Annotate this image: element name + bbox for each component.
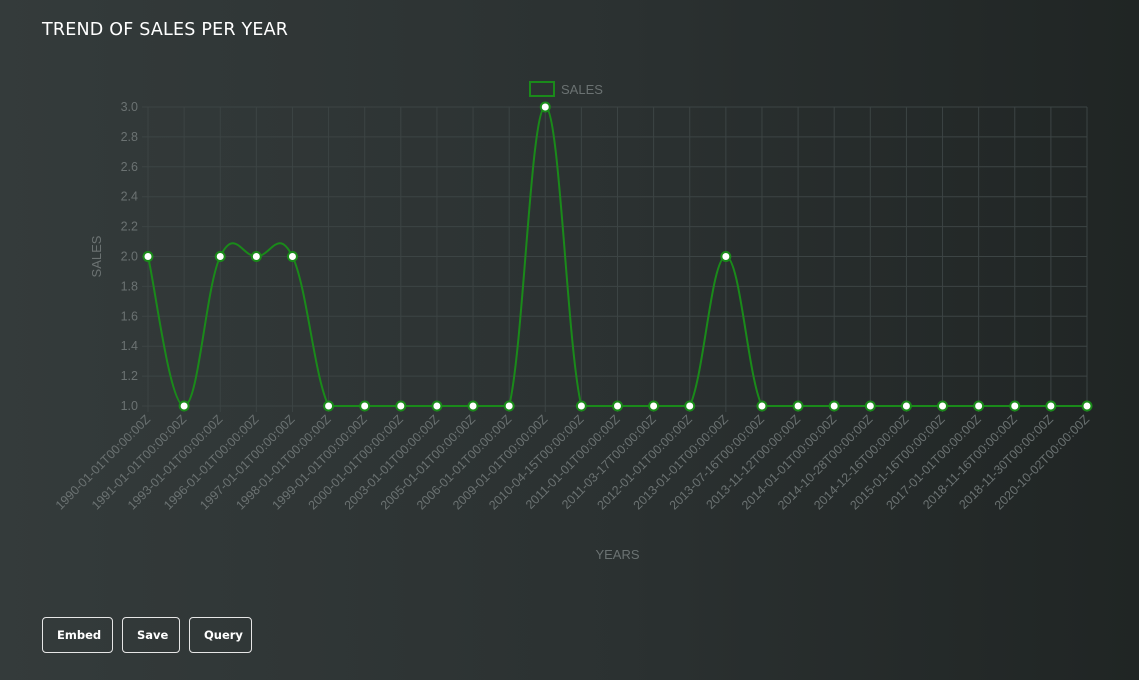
chart-axes: 1.01.21.41.61.82.02.22.42.62.83.01990-01…: [53, 100, 1093, 562]
sales-trend-chart: 1.01.21.41.61.82.02.22.42.62.83.01990-01…: [53, 81, 1093, 562]
data-point[interactable]: [828, 400, 840, 412]
data-point[interactable]: [575, 400, 587, 412]
query-button[interactable]: Query: [189, 617, 252, 653]
y-tick-label: 1.0: [121, 399, 138, 413]
data-point[interactable]: [286, 251, 298, 262]
data-point[interactable]: [792, 400, 804, 412]
data-point[interactable]: [503, 400, 515, 412]
y-tick-label: 1.2: [121, 369, 138, 383]
chart-legend[interactable]: SALES: [529, 81, 603, 97]
y-tick-label: 2.2: [121, 220, 138, 234]
x-axis-title: YEARS: [595, 547, 639, 562]
y-tick-label: 2.0: [121, 250, 138, 264]
data-point[interactable]: [214, 251, 226, 262]
data-point[interactable]: [539, 101, 551, 113]
data-point[interactable]: [720, 251, 732, 262]
data-point[interactable]: [756, 400, 768, 412]
data-point[interactable]: [431, 400, 443, 412]
embed-button[interactable]: Embed: [42, 617, 113, 653]
data-point[interactable]: [1009, 400, 1021, 412]
y-tick-label: 2.6: [121, 160, 138, 174]
data-point[interactable]: [467, 400, 479, 412]
y-tick-label: 3.0: [121, 100, 138, 114]
data-point[interactable]: [395, 400, 407, 412]
legend-swatch: [529, 81, 555, 97]
y-axis-title: SALES: [89, 235, 104, 277]
data-point[interactable]: [1081, 400, 1093, 412]
y-tick-label: 2.4: [121, 190, 138, 204]
data-point[interactable]: [864, 400, 876, 412]
action-bar: Embed Save Query: [42, 617, 252, 653]
y-tick-label: 1.8: [121, 279, 138, 293]
y-tick-label: 1.6: [121, 309, 138, 323]
data-point[interactable]: [684, 400, 696, 412]
data-point[interactable]: [1045, 400, 1057, 412]
page-title: TREND OF SALES PER YEAR: [42, 20, 289, 40]
data-point[interactable]: [142, 251, 154, 262]
data-point[interactable]: [900, 400, 912, 412]
chart-grid: [142, 106, 1088, 412]
data-point[interactable]: [178, 400, 190, 412]
data-point[interactable]: [323, 400, 335, 412]
data-point[interactable]: [973, 400, 985, 412]
data-point[interactable]: [250, 251, 262, 262]
legend-label[interactable]: SALES: [561, 82, 603, 97]
data-point[interactable]: [612, 400, 623, 412]
chart-points: [142, 101, 1093, 412]
y-tick-label: 1.4: [121, 339, 138, 353]
save-button[interactable]: Save: [122, 617, 180, 653]
data-point[interactable]: [937, 400, 949, 412]
y-tick-label: 2.8: [121, 130, 138, 144]
data-point[interactable]: [359, 400, 371, 412]
data-point[interactable]: [648, 400, 660, 412]
